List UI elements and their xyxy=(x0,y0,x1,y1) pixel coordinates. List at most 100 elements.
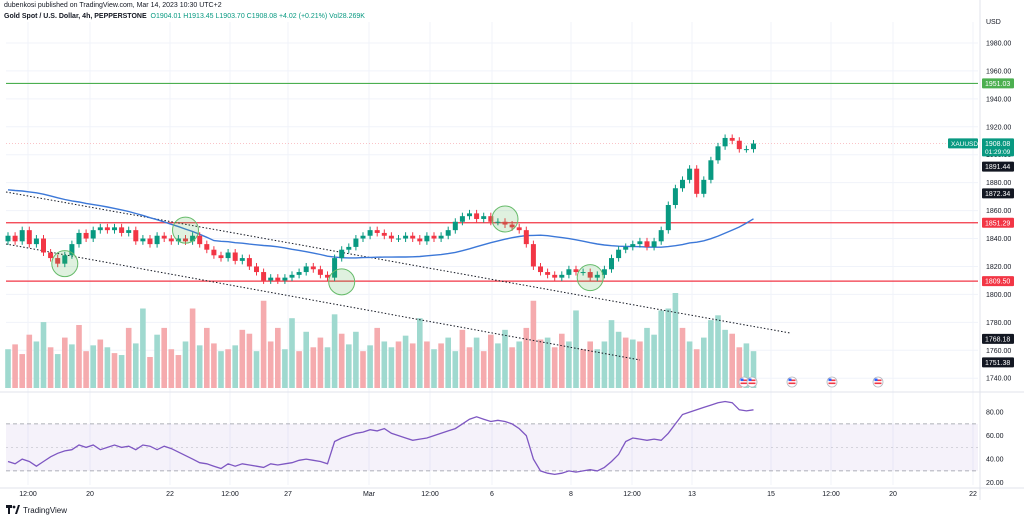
rsi-tick-label: 40.00 xyxy=(986,457,1004,464)
volume-bar xyxy=(275,327,281,388)
volume-bar xyxy=(637,341,643,388)
candle-body xyxy=(694,168,700,194)
volume-bar xyxy=(473,337,480,388)
published-by-text: dubenkosi published on TradingView.com, … xyxy=(4,2,222,9)
price-tick-label: 1820.00 xyxy=(986,264,1011,271)
highlight-circle xyxy=(491,205,519,233)
candle xyxy=(104,223,110,234)
candle xyxy=(197,232,203,248)
price-tick-label: 1740.00 xyxy=(986,376,1011,383)
time-axis-label: 22 xyxy=(969,491,977,498)
candle xyxy=(410,232,416,243)
candle xyxy=(232,249,238,265)
price-chart[interactable]: USD 1740.00 1760.00 1780.00 1800.00 1820.00 18… xyxy=(0,0,1024,500)
candle xyxy=(630,240,636,251)
volume-bar xyxy=(140,308,146,388)
highlight-circle xyxy=(576,264,604,292)
candle xyxy=(552,271,558,282)
candle xyxy=(680,176,685,192)
rsi-line xyxy=(7,400,754,476)
candle-body xyxy=(566,269,572,275)
candle xyxy=(254,262,259,276)
candle xyxy=(509,221,515,231)
candle xyxy=(467,209,472,220)
volume-bar xyxy=(580,349,586,388)
price-tick-label: 1840.00 xyxy=(986,236,1011,243)
candle xyxy=(62,251,68,268)
volume-bar xyxy=(296,351,302,388)
candle-body xyxy=(516,227,522,231)
candle xyxy=(112,223,117,234)
candle-body xyxy=(204,244,210,250)
flag-stripe xyxy=(748,379,756,382)
volume-bar xyxy=(516,341,522,388)
time-axis-label: 15 xyxy=(767,491,775,498)
level-tag-bg xyxy=(982,78,1014,89)
candle xyxy=(573,265,579,276)
volume-bar xyxy=(303,331,309,388)
candle xyxy=(168,235,174,245)
price-tag-bg xyxy=(982,357,1014,368)
price-tag: 1751.38 xyxy=(982,357,1014,368)
volume-bar xyxy=(509,347,515,388)
volume-bar xyxy=(225,349,231,388)
candle-body xyxy=(481,216,487,219)
candle xyxy=(701,176,707,198)
price-tag-bg xyxy=(982,188,1014,199)
candle-body xyxy=(282,277,288,281)
candle xyxy=(147,235,153,248)
candle-body xyxy=(41,238,46,253)
candle xyxy=(126,226,132,237)
candle xyxy=(474,209,480,223)
price-tag: 1891.44 xyxy=(982,161,1014,172)
volume-bar xyxy=(161,327,167,388)
price-tag-value: 1768.18 xyxy=(985,336,1010,343)
volume-bar xyxy=(260,300,267,388)
volume-bar xyxy=(587,341,593,388)
candle-body xyxy=(339,249,345,259)
candle-body xyxy=(538,266,543,273)
volume-bar xyxy=(708,320,714,388)
candle-body xyxy=(55,258,61,264)
candle xyxy=(225,249,231,262)
candle-body xyxy=(687,168,693,180)
symbol-tag-bg xyxy=(948,138,978,149)
volume-bar xyxy=(147,356,153,388)
flag-stripe xyxy=(828,382,836,385)
candle xyxy=(360,232,366,243)
volume-bar xyxy=(367,345,373,388)
candle xyxy=(445,226,451,240)
volume-bar xyxy=(204,327,210,388)
candle-body xyxy=(488,216,494,222)
candle xyxy=(296,268,302,279)
volume-bar xyxy=(722,329,728,388)
volume-bar xyxy=(729,333,735,388)
candle-body xyxy=(509,224,515,228)
candle xyxy=(488,212,494,226)
candle-body xyxy=(218,255,224,259)
candle-body xyxy=(33,238,39,245)
us-flag-event-icon xyxy=(826,376,838,388)
volume-bar xyxy=(459,329,466,388)
candle xyxy=(161,232,167,243)
candle-body xyxy=(239,258,245,261)
candle xyxy=(325,271,330,282)
price-tag-value: 1751.38 xyxy=(985,360,1010,367)
candle-body xyxy=(183,238,188,242)
candle-body xyxy=(367,230,373,236)
us-flag-event-icon xyxy=(746,376,758,388)
candle-body xyxy=(502,221,508,225)
candle xyxy=(459,212,465,226)
volume-bar xyxy=(97,339,104,388)
tradingview-footer[interactable]: TradingView xyxy=(6,505,67,516)
candle xyxy=(601,265,607,279)
candle-body xyxy=(161,235,167,239)
candle-body xyxy=(587,272,593,278)
candle xyxy=(694,165,700,198)
candle xyxy=(69,240,75,259)
volume-bar xyxy=(466,347,473,388)
flag-canton xyxy=(788,378,792,381)
price-tag-countdown: 01:29:09 xyxy=(985,149,1011,156)
